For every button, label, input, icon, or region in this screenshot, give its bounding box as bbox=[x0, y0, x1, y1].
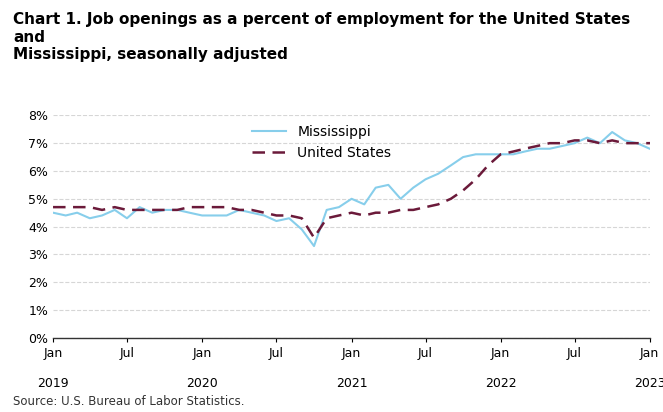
Line: United States: United States bbox=[53, 132, 663, 238]
Legend: Mississippi, United States: Mississippi, United States bbox=[245, 118, 398, 167]
Text: 2023: 2023 bbox=[634, 377, 663, 390]
Text: Chart 1. Job openings as a percent of employment for the United States and
Missi: Chart 1. Job openings as a percent of em… bbox=[13, 12, 631, 62]
Text: 2022: 2022 bbox=[485, 377, 516, 390]
Text: Source: U.S. Bureau of Labor Statistics.: Source: U.S. Bureau of Labor Statistics. bbox=[13, 395, 245, 408]
Text: 2021: 2021 bbox=[335, 377, 367, 390]
Text: 2020: 2020 bbox=[186, 377, 218, 390]
Text: 2019: 2019 bbox=[37, 377, 69, 390]
Line: Mississippi: Mississippi bbox=[53, 132, 663, 246]
